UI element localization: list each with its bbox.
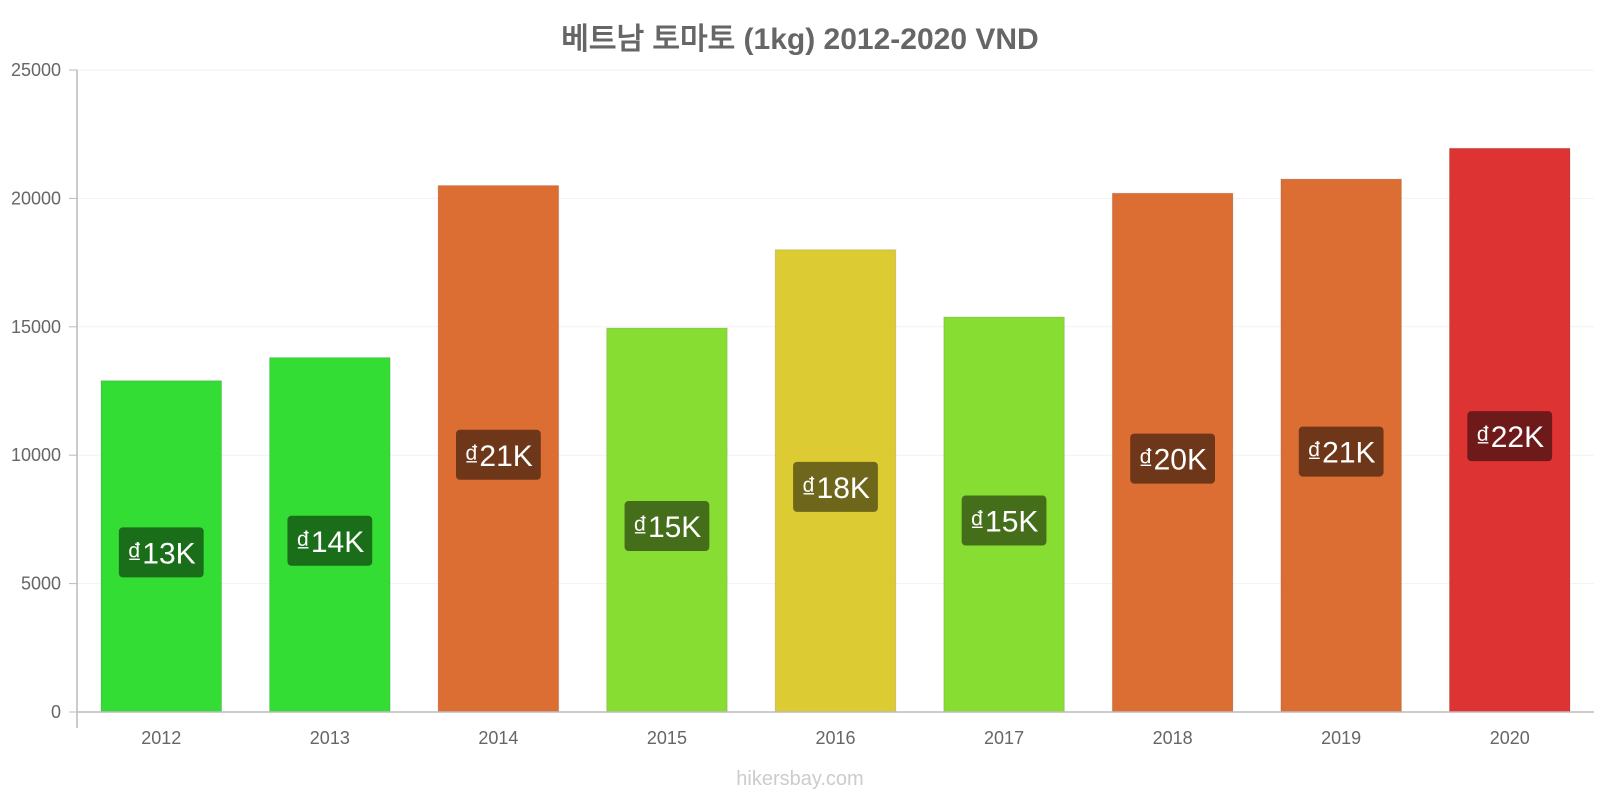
data-label-2020: ₫22K: [1467, 411, 1553, 462]
y-tick-label: 0: [51, 702, 61, 722]
data-label-badge: [1298, 426, 1384, 477]
data-label-text: ₫20K: [1138, 444, 1207, 477]
data-label-text: ₫14K: [295, 526, 364, 559]
data-label-text: ₫18K: [801, 472, 870, 505]
data-label-badge: [287, 515, 373, 566]
watermark: hikersbay.com: [736, 768, 864, 790]
y-tick-label: 20000: [11, 188, 61, 208]
data-label-2017: ₫15K: [961, 495, 1047, 546]
data-label-text: ₫13K: [127, 537, 196, 570]
data-label-badge: [118, 527, 204, 578]
x-tick-label: 2016: [815, 728, 855, 748]
data-label-text: ₫22K: [1475, 421, 1544, 454]
data-label-text: ₫15K: [970, 506, 1039, 539]
x-tick-label: 2013: [310, 728, 350, 748]
data-label-2013: ₫14K: [287, 515, 373, 566]
data-label-text: ₫21K: [1307, 437, 1376, 470]
data-label-badge: [1467, 411, 1553, 462]
x-tick-label: 2017: [984, 728, 1024, 748]
data-label-badge: [1130, 433, 1216, 484]
x-tick-label: 2018: [1153, 728, 1193, 748]
data-label-2015: ₫15K: [624, 501, 710, 552]
x-tick-label: 2012: [141, 728, 181, 748]
data-label-2014: ₫21K: [455, 429, 541, 480]
chart-title: 베트남 토마토 (1kg) 2012-2020 VND: [561, 23, 1039, 56]
data-label-badge: [961, 495, 1047, 546]
data-label-2012: ₫13K: [118, 527, 204, 578]
data-label-text: ₫15K: [633, 511, 702, 544]
data-label-badge: [455, 429, 541, 480]
data-label-text: ₫21K: [464, 440, 533, 473]
x-tick-label: 2014: [478, 728, 518, 748]
data-labels: ₫13K ₫14K ₫21K ₫15K ₫18K ₫15K ₫20K ₫21K ₫22K: [118, 411, 1553, 578]
y-tick-label: 25000: [11, 60, 61, 80]
x-tick-label: 2020: [1490, 728, 1530, 748]
x-tick-label: 2015: [647, 728, 687, 748]
data-label-2019: ₫21K: [1298, 426, 1384, 477]
axes: 0 5000 10000 15000 20000 25000 2012 2013 2014 201…: [11, 60, 1594, 748]
y-tick-label: 5000: [21, 574, 61, 594]
data-label-badge: [624, 501, 710, 552]
y-tick-label: 15000: [11, 317, 61, 337]
data-label-2016: ₫18K: [793, 461, 878, 512]
x-tick-label: 2019: [1321, 728, 1361, 748]
y-tick-label: 10000: [11, 445, 61, 465]
data-label-badge: [793, 461, 878, 512]
data-label-2018: ₫20K: [1130, 433, 1216, 484]
